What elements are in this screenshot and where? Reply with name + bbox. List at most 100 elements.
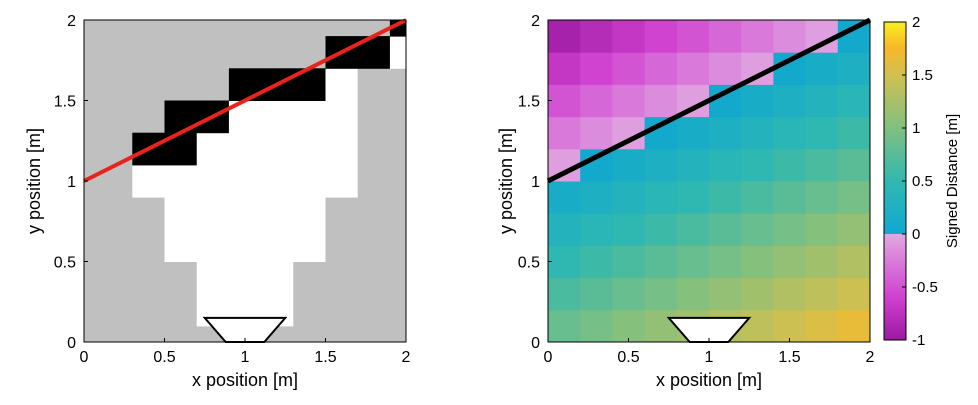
left-y-axis-label: y position [m]	[24, 128, 44, 234]
right-x-axis-label: x position [m]	[656, 370, 762, 390]
signed-distance-cell	[837, 84, 871, 118]
signed-distance-cell	[837, 277, 871, 311]
x-tick-label: 1.5	[314, 349, 336, 366]
signed-distance-cell	[548, 20, 581, 53]
x-tick-label: 0	[80, 349, 89, 366]
signed-distance-cell	[741, 277, 774, 311]
signed-distance-cell	[580, 181, 613, 214]
signed-distance-cell	[773, 116, 807, 150]
y-tick-label: 1	[67, 174, 76, 191]
colorbar-tick-label: 1.5	[912, 67, 933, 84]
colorbar: 2 1.5 1 0.5 0 -0.5 -1 Signed Distance [m]	[883, 14, 961, 349]
signed-distance-cell	[644, 20, 678, 53]
signed-distance-cell	[548, 116, 581, 150]
signed-distance-cell	[612, 20, 646, 53]
signed-distance-cell	[709, 213, 742, 246]
left-y-ticks: 0 0.5 1 1.5 2	[54, 13, 88, 352]
right-x-ticks: 0 0.5 1 1.5 2	[544, 338, 875, 366]
signed-distance-cell	[548, 309, 581, 343]
signed-distance-cell	[612, 148, 646, 182]
signed-distance-cell	[837, 52, 871, 85]
signed-distance-cell	[612, 277, 646, 311]
colorbar-tick-label: -1	[912, 332, 925, 349]
signed-distance-cell	[741, 245, 774, 279]
free-cell	[389, 36, 406, 69]
signed-distance-cell	[741, 213, 774, 246]
signed-distance-cell	[612, 84, 646, 118]
signed-distance-cell	[773, 309, 807, 343]
signed-distance-cell	[709, 52, 742, 85]
y-tick-label: 0	[531, 335, 540, 352]
signed-distance-cell	[612, 181, 646, 214]
signed-distance-cell	[741, 20, 774, 53]
signed-distance-cell	[837, 116, 871, 150]
signed-distance-cell	[548, 52, 581, 85]
signed-distance-cell	[773, 277, 807, 311]
signed-distance-cell	[709, 277, 742, 311]
signed-distance-cell	[709, 245, 742, 279]
signed-distance-cell	[548, 277, 581, 311]
x-tick-label: 0	[544, 349, 553, 366]
signed-distance-cell	[580, 213, 613, 246]
right-signed-distance-panel: 0 0.5 1 1.5 2 0 0.5 1 1.5 2 x position [m] y pos…	[496, 13, 961, 390]
red-boundary-line	[83, 18, 407, 183]
signed-distance-cell	[805, 84, 839, 118]
x-tick-label: 1.5	[778, 349, 800, 366]
y-tick-label: 0.5	[54, 255, 76, 272]
signed-distance-cell	[676, 20, 710, 53]
signed-distance-cell	[548, 213, 581, 246]
signed-distance-cell	[676, 52, 710, 85]
signed-distance-cell	[805, 277, 839, 311]
signed-distance-cell	[644, 309, 678, 343]
signed-distance-cell	[741, 116, 774, 150]
signed-distance-cell	[709, 181, 742, 214]
signed-distance-cell	[676, 245, 710, 279]
signed-distance-cell	[741, 309, 774, 343]
signed-distance-cell	[548, 245, 581, 279]
signed-distance-cell	[612, 245, 646, 279]
signed-distance-cell	[805, 181, 839, 214]
signed-distance-cell	[709, 148, 742, 182]
signed-distance-cell	[580, 52, 613, 85]
signed-distance-cell	[580, 116, 613, 150]
signed-distance-cell	[676, 277, 710, 311]
signed-distance-cell	[580, 245, 613, 279]
signed-distance-cell	[741, 84, 774, 118]
free-cell	[196, 132, 358, 166]
signed-distance-cell	[773, 20, 807, 53]
signed-distance-cells	[548, 20, 871, 343]
right-y-ticks: 0 0.5 1 1.5 2	[518, 13, 552, 352]
signed-distance-cell	[773, 245, 807, 279]
signed-distance-cell	[580, 309, 613, 343]
occupied-cell	[325, 36, 390, 69]
signed-distance-cell	[837, 245, 871, 279]
colorbar-tick-label: -0.5	[912, 279, 938, 296]
signed-distance-cell	[709, 20, 742, 53]
occupied-cell	[164, 100, 229, 134]
signed-distance-cell	[741, 148, 774, 182]
signed-distance-cell	[805, 213, 839, 246]
free-cell	[325, 68, 358, 101]
right-y-axis-label: y position [m]	[496, 128, 516, 234]
colorbar-tick-label: 1	[912, 120, 920, 137]
signed-distance-cell	[773, 84, 807, 118]
signed-distance-cell	[741, 181, 774, 214]
y-tick-label: 2	[531, 13, 540, 30]
free-cell	[228, 100, 358, 134]
signed-distance-cell	[580, 20, 613, 53]
signed-distance-cell	[644, 213, 678, 246]
colorbar-tick-label: 0	[912, 226, 920, 243]
y-tick-label: 1.5	[54, 94, 76, 111]
signed-distance-cell	[837, 213, 871, 246]
signed-distance-cell	[805, 52, 839, 85]
colorbar-tick-label: 2	[912, 14, 920, 31]
signed-distance-cell	[837, 309, 871, 343]
colorbar-positive-segment	[884, 22, 906, 234]
x-tick-label: 1	[241, 349, 250, 366]
signed-distance-cell	[548, 84, 581, 118]
signed-distance-cell	[644, 245, 678, 279]
signed-distance-cell	[676, 148, 710, 182]
x-tick-label: 1	[705, 349, 714, 366]
